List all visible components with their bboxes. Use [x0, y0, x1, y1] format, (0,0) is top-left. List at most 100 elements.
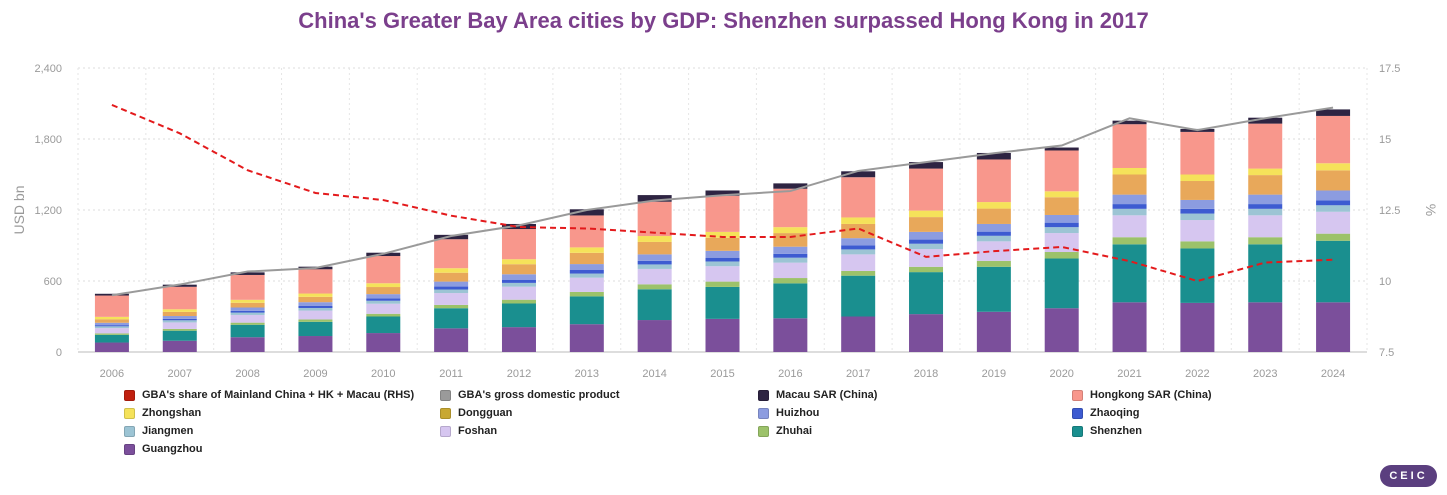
bar-segment-jiangmen: [705, 261, 740, 267]
bar-segment-zhaoqing: [637, 260, 672, 265]
bar-segment-dongguan: [1112, 174, 1147, 195]
legend-swatch: [758, 425, 769, 437]
bar-segment-guangzhou: [773, 318, 808, 352]
bar-segment-zhuhai: [501, 299, 536, 304]
y2-tick-label: 10: [1379, 276, 1391, 288]
bar-segment-jiangmen: [501, 282, 536, 287]
bar-segment-foshan: [637, 268, 672, 285]
bar-segment-jiangmen: [1044, 227, 1079, 234]
legend-label: GBA's share of Mainland China + HK + Mac…: [142, 389, 415, 401]
ceic-logo: CEIC: [1380, 465, 1437, 487]
bar-segment-zhaoqing: [841, 245, 876, 250]
bar-segment-shenzhen: [94, 334, 129, 343]
bar-segment-zhongshan: [434, 268, 469, 273]
bar-segment-foshan: [1112, 215, 1147, 238]
bar-segment-huizhou: [1180, 199, 1215, 209]
legend-item[interactable]: Shenzhen: [1072, 425, 1142, 437]
legend-item[interactable]: Macau SAR (China): [758, 389, 877, 401]
bar-segment-zhuhai: [705, 281, 740, 287]
bar-segment-zhongshan: [501, 259, 536, 265]
bar-segment-zhongshan: [705, 231, 740, 238]
bar-segment-dongguan: [705, 237, 740, 251]
legend-item[interactable]: Foshan: [440, 425, 497, 437]
bar-segment-macau-sar-china-: [705, 190, 740, 196]
legend-label: Foshan: [458, 425, 498, 437]
bar-segment-macau-sar-china-: [230, 272, 265, 275]
legend-item[interactable]: Huizhou: [758, 407, 819, 419]
legend-label: Jiangmen: [142, 425, 194, 437]
bar-segment-macau-sar-china-: [162, 284, 197, 287]
bar-segment-shenzhen: [637, 289, 672, 321]
bar-segment-hongkong-sar-china-: [976, 159, 1011, 203]
bar-segment-huizhou: [569, 264, 604, 270]
bar-segment-macau-sar-china-: [1316, 109, 1351, 116]
bar-segment-dongguan: [230, 302, 265, 308]
bar-segment-zhaoqing: [1316, 200, 1351, 206]
bar-segment-hongkong-sar-china-: [1248, 123, 1283, 169]
bar-segment-dongguan: [569, 252, 604, 265]
bar-segment-zhaoqing: [1044, 222, 1079, 228]
legend-item[interactable]: Guangzhou: [124, 443, 203, 455]
bar-segment-guangzhou: [1248, 302, 1283, 352]
bar-segment-guangzhou: [94, 342, 129, 352]
x-tick-label: 2010: [371, 368, 395, 380]
bar-segment-dongguan: [976, 208, 1011, 224]
legend-item[interactable]: GBA's gross domestic product: [440, 389, 620, 401]
legend-swatch: [1072, 407, 1083, 419]
x-tick-label: 2013: [575, 368, 599, 380]
legend-swatch: [124, 389, 135, 401]
bar-segment-jiangmen: [1112, 208, 1147, 216]
bar-segment-huizhou: [1316, 190, 1351, 201]
bar-segment-zhaoqing: [705, 257, 740, 262]
bar-segment-macau-sar-china-: [841, 171, 876, 178]
y-tick-label: 1,200: [34, 205, 62, 217]
bar-segment-zhuhai: [1044, 252, 1079, 259]
bar-segment-hongkong-sar-china-: [569, 215, 604, 248]
bar-segment-jiangmen: [637, 264, 672, 269]
bar-segment-zhaoqing: [94, 325, 129, 327]
bar-segment-huizhou: [1248, 194, 1283, 205]
legend-item[interactable]: GBA's share of Mainland China + HK + Mac…: [124, 389, 414, 401]
legend-item[interactable]: Dongguan: [440, 407, 512, 419]
legend-item[interactable]: Zhuhai: [758, 425, 812, 437]
bar-segment-zhongshan: [1316, 163, 1351, 171]
legend-item[interactable]: Zhongshan: [124, 407, 201, 419]
bar-segment-macau-sar-china-: [1044, 147, 1079, 151]
legend-item[interactable]: Zhaoqing: [1072, 407, 1140, 419]
bar-segment-macau-sar-china-: [1248, 117, 1283, 124]
bar-segment-shenzhen: [909, 272, 944, 315]
x-tick-label: 2009: [303, 368, 327, 380]
bar-segment-hongkong-sar-china-: [909, 168, 944, 211]
bar-segment-hongkong-sar-china-: [1180, 131, 1215, 175]
x-tick-label: 2022: [1185, 368, 1209, 380]
x-tick-label: 2016: [778, 368, 802, 380]
bar-segment-zhaoqing: [909, 239, 944, 244]
bar-segment-hongkong-sar-china-: [366, 256, 401, 284]
x-tick-label: 2017: [846, 368, 870, 380]
bar-segment-hongkong-sar-china-: [298, 269, 333, 294]
bar-segment-guangzhou: [1316, 302, 1351, 352]
bar-segment-foshan: [501, 286, 536, 300]
legend-item[interactable]: Hongkong SAR (China): [1072, 389, 1212, 401]
legend-label: Macau SAR (China): [776, 389, 878, 401]
bar-segment-foshan: [94, 328, 129, 334]
bar-segment-jiangmen: [434, 289, 469, 294]
legend-swatch: [1072, 389, 1083, 401]
bar-segment-zhuhai: [909, 266, 944, 273]
y-tick-label: 1,800: [34, 134, 62, 146]
bar-segment-guangzhou: [434, 328, 469, 352]
bar-segment-huizhou: [1044, 214, 1079, 223]
y2-axis-title: %: [1423, 204, 1439, 216]
bar-segment-guangzhou: [1180, 302, 1215, 352]
chart-title: China's Greater Bay Area cities by GDP: …: [298, 8, 1149, 33]
bar-segment-dongguan: [434, 272, 469, 282]
bar-segment-zhuhai: [1248, 237, 1283, 245]
line-gba-s-gross-domestic-product: [111, 106, 1334, 297]
bar-segment-shenzhen: [1180, 248, 1215, 303]
legend-item[interactable]: Jiangmen: [124, 425, 193, 437]
legend-label: GBA's gross domestic product: [458, 389, 620, 401]
bar-segment-shenzhen: [705, 286, 740, 319]
bar-segment-guangzhou: [366, 333, 401, 352]
bar-segment-hongkong-sar-china-: [705, 195, 740, 232]
bar-segment-zhuhai: [1180, 241, 1215, 249]
